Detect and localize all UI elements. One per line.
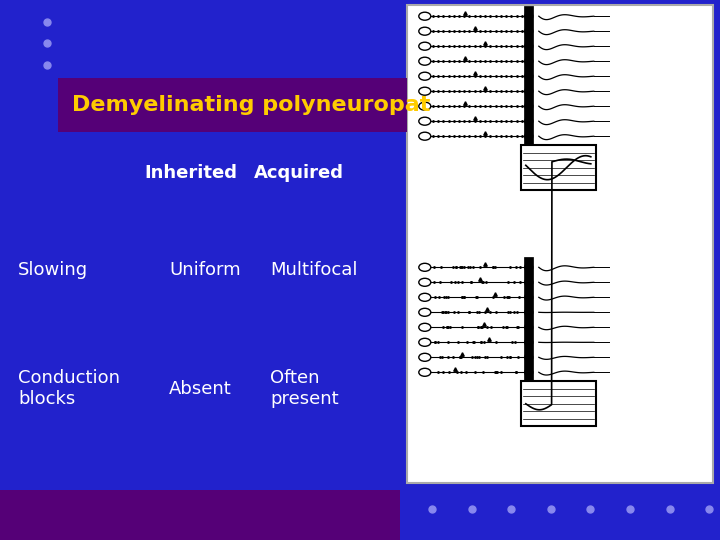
Bar bbox=[0, 490, 400, 540]
Bar bbox=[521, 381, 596, 426]
Text: Demyelinating polyneuropat: Demyelinating polyneuropat bbox=[72, 95, 431, 116]
Circle shape bbox=[525, 278, 533, 286]
Circle shape bbox=[525, 293, 533, 301]
Bar bbox=[521, 145, 596, 190]
Circle shape bbox=[525, 338, 533, 346]
Circle shape bbox=[525, 12, 533, 20]
Circle shape bbox=[525, 308, 533, 316]
Text: Acquired: Acquired bbox=[254, 164, 344, 182]
Text: c: c bbox=[626, 262, 635, 278]
Text: Absent: Absent bbox=[169, 380, 232, 398]
Circle shape bbox=[525, 353, 533, 361]
Text: Multifocal: Multifocal bbox=[270, 261, 358, 279]
Circle shape bbox=[525, 102, 533, 110]
Text: Uniform: Uniform bbox=[169, 261, 240, 279]
Circle shape bbox=[525, 72, 533, 80]
Text: Inherited: Inherited bbox=[144, 164, 238, 182]
Bar bbox=[58, 78, 407, 132]
Circle shape bbox=[525, 132, 533, 140]
Text: Conduction
blocks: Conduction blocks bbox=[18, 369, 120, 408]
Circle shape bbox=[525, 57, 533, 65]
Text: Slowing: Slowing bbox=[18, 261, 88, 279]
Circle shape bbox=[525, 264, 533, 271]
Circle shape bbox=[525, 323, 533, 332]
Circle shape bbox=[525, 117, 533, 125]
Bar bbox=[407, 5, 713, 483]
Circle shape bbox=[525, 42, 533, 50]
Circle shape bbox=[525, 368, 533, 376]
Circle shape bbox=[525, 27, 533, 35]
Circle shape bbox=[525, 87, 533, 95]
Text: Often
present: Often present bbox=[270, 369, 338, 408]
